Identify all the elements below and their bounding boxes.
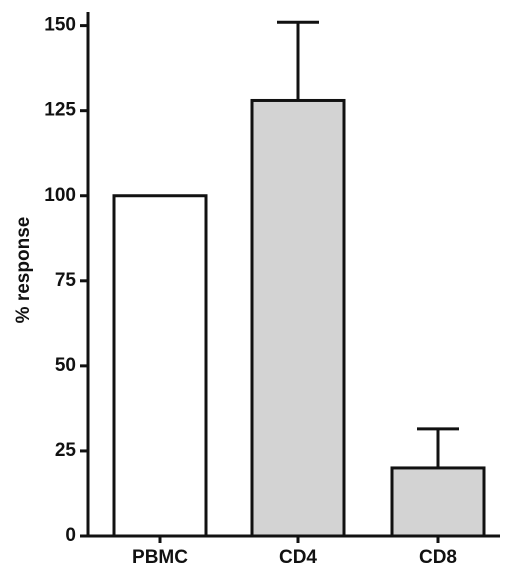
y-tick-label: 125 — [44, 100, 76, 121]
y-tick-label: 150 — [44, 15, 76, 36]
bar — [390, 466, 486, 538]
y-tick-label: 25 — [55, 440, 77, 461]
x-tick-label: CD8 — [419, 547, 457, 568]
y-tick-label: 50 — [55, 355, 76, 376]
x-tick-label: CD4 — [279, 547, 317, 568]
bar — [250, 98, 346, 538]
bar — [112, 194, 208, 538]
error-bar — [277, 20, 319, 101]
y-tick-label: 75 — [55, 270, 77, 291]
y-tick-label: 100 — [44, 185, 76, 206]
x-tick-label: PBMC — [132, 547, 188, 568]
y-tick-label: 0 — [65, 525, 76, 546]
y-axis-label: % response — [13, 217, 34, 324]
error-bar — [417, 427, 459, 468]
